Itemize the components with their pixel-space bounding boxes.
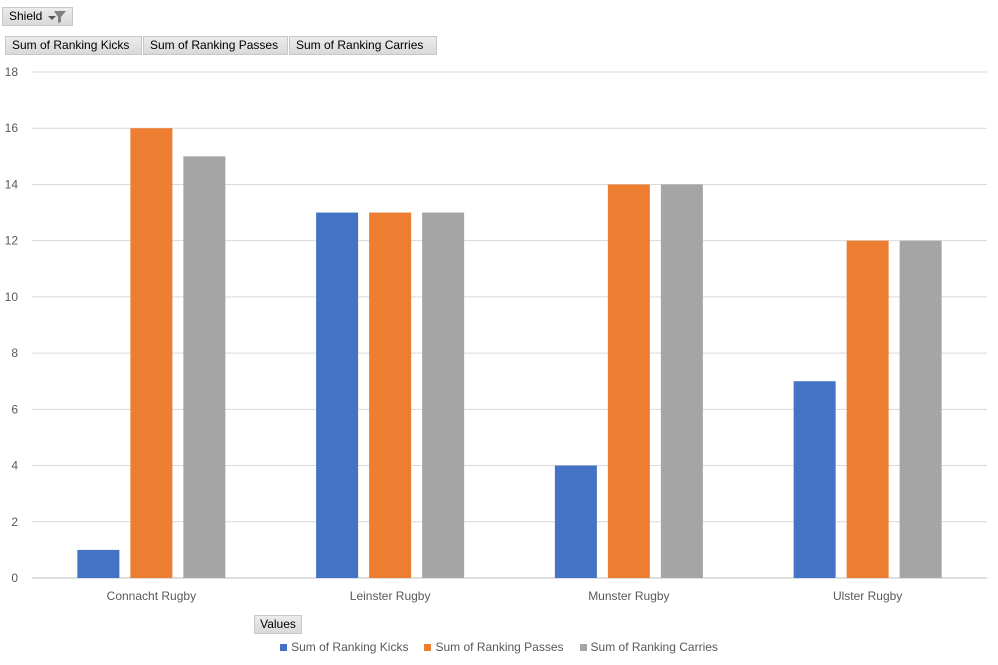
field-button-label: Sum of Ranking Kicks bbox=[12, 38, 130, 52]
x-category-label: Ulster Rugby bbox=[833, 589, 902, 603]
bar[interactable] bbox=[607, 184, 650, 578]
legend-item: Sum of Ranking Kicks bbox=[280, 640, 408, 654]
x-category-label: Leinster Rugby bbox=[350, 589, 431, 603]
y-axis-tick-labels: 0 2 4 6 8 10 12 14 16 18 bbox=[5, 65, 19, 585]
bar[interactable] bbox=[130, 128, 173, 578]
values-field-label: Values bbox=[260, 617, 296, 631]
y-tick-label: 8 bbox=[11, 346, 18, 360]
gridlines bbox=[32, 71, 987, 579]
x-axis-category-labels: Connacht Rugby Leinster Rugby Munster Rugb… bbox=[107, 589, 903, 603]
bar[interactable] bbox=[422, 212, 465, 579]
legend-label: Sum of Ranking Carries bbox=[590, 640, 718, 654]
bar[interactable] bbox=[793, 381, 836, 578]
legend-label: Sum of Ranking Kicks bbox=[291, 640, 409, 654]
y-tick-label: 4 bbox=[11, 459, 18, 473]
y-tick-label: 0 bbox=[11, 571, 18, 585]
y-tick-label: 2 bbox=[11, 515, 18, 529]
bar[interactable] bbox=[660, 184, 703, 578]
y-tick-label: 10 bbox=[5, 290, 19, 304]
bar[interactable] bbox=[899, 240, 942, 578]
y-tick-label: 6 bbox=[11, 402, 18, 416]
bar[interactable] bbox=[369, 212, 412, 579]
y-tick-label: 14 bbox=[5, 177, 19, 191]
legend-item: Sum of Ranking Passes bbox=[424, 640, 564, 654]
legend-swatch bbox=[579, 643, 587, 651]
y-tick-label: 12 bbox=[5, 234, 19, 248]
bar[interactable] bbox=[846, 240, 889, 578]
chart-legend: Sum of Ranking Kicks Sum of Ranking Passe… bbox=[0, 640, 998, 654]
legend-swatch bbox=[424, 643, 432, 651]
bar[interactable] bbox=[316, 212, 359, 579]
y-tick-label: 16 bbox=[5, 121, 19, 135]
legend-label: Sum of Ranking Passes bbox=[435, 640, 564, 654]
bars bbox=[77, 128, 942, 579]
shield-filter-label: Shield bbox=[9, 9, 43, 23]
sum-ranking-passes-field-button[interactable]: Sum of Ranking Passes bbox=[143, 36, 288, 55]
bar[interactable] bbox=[183, 156, 226, 579]
legend-item: Sum of Ranking Carries bbox=[579, 640, 718, 654]
bar[interactable] bbox=[77, 549, 120, 578]
sum-ranking-kicks-field-button[interactable]: Sum of Ranking Kicks bbox=[5, 36, 142, 55]
shield-filter-button[interactable]: Shield bbox=[2, 7, 73, 26]
values-field-button[interactable]: Values bbox=[254, 615, 302, 634]
field-button-label: Sum of Ranking Carries bbox=[296, 38, 424, 52]
y-tick-label: 18 bbox=[5, 65, 19, 79]
legend-swatch bbox=[280, 643, 288, 651]
sum-ranking-carries-field-button[interactable]: Sum of Ranking Carries bbox=[289, 36, 437, 55]
field-button-label: Sum of Ranking Passes bbox=[150, 38, 279, 52]
bar[interactable] bbox=[554, 465, 597, 578]
x-category-label: Connacht Rugby bbox=[107, 589, 196, 603]
x-category-label: Munster Rugby bbox=[588, 589, 669, 603]
filter-icon bbox=[47, 10, 67, 29]
value-field-buttons: Sum of Ranking Kicks Sum of Ranking Pass… bbox=[5, 36, 438, 55]
